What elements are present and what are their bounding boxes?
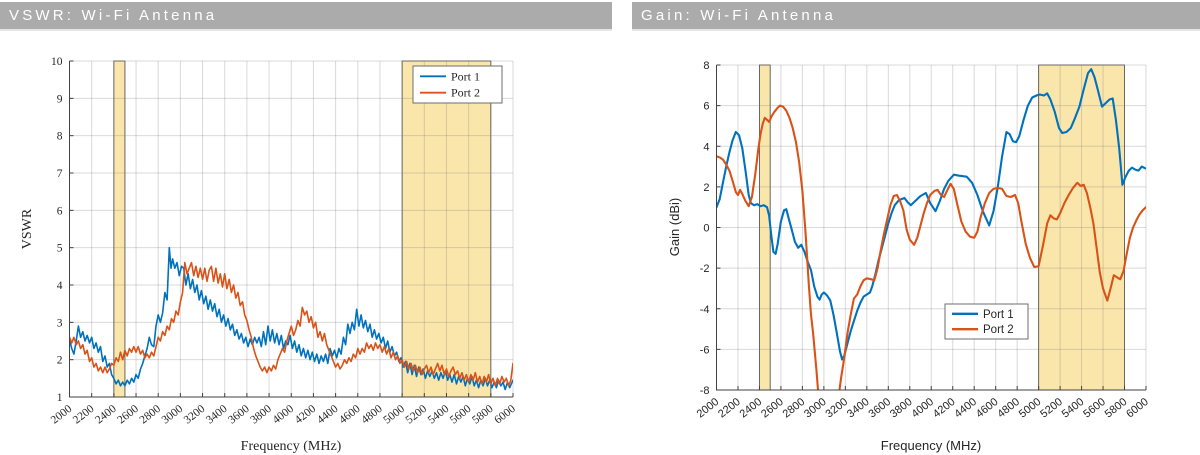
x-tick-label: 5200 — [404, 403, 430, 427]
port1-line — [716, 68, 1146, 361]
y-tick-label: 6 — [57, 205, 63, 217]
y-tick-label: 2 — [57, 355, 63, 367]
x-tick-label: 3400 — [204, 403, 230, 427]
x-axis-label: Frequency (MHz) — [241, 439, 342, 454]
x-tick-label: 4800 — [995, 396, 1022, 421]
x-tick-label: 5200 — [1038, 396, 1065, 421]
y-tick-label: 0 — [703, 223, 709, 235]
y-axis-label: VSWR — [20, 208, 35, 249]
x-tick-label: 2200 — [71, 403, 97, 427]
series-group — [69, 246, 513, 391]
legend-label: Port 1 — [983, 309, 1014, 321]
tick-marks — [716, 64, 1147, 391]
x-tick-label: 5400 — [1060, 396, 1087, 421]
x-tick-label: 6000 — [1124, 396, 1151, 421]
x-tick-label: 2000 — [49, 403, 75, 427]
x-tick-label: 4000 — [909, 396, 936, 421]
x-tick-label: 3000 — [802, 396, 829, 421]
legend-box — [944, 303, 1029, 340]
x-tick-label: 3800 — [248, 403, 274, 427]
y-tick-label: 9 — [57, 93, 63, 105]
gain-title: Gain: Wi-Fi Antenna — [641, 7, 837, 24]
y-tick-label: -4 — [700, 304, 710, 316]
gain-chart: 2000220024002600280030003200340036003800… — [667, 60, 1151, 453]
vswr-title-bar: VSWR: Wi-Fi Antenna — [0, 2, 612, 29]
x-tick-label: 4400 — [315, 403, 341, 427]
legend-label: Port 2 — [983, 324, 1014, 336]
series-group — [716, 68, 1146, 390]
y-tick-label: 7 — [57, 168, 63, 180]
y-tick-label: 8 — [57, 131, 63, 143]
x-tick-label: 4000 — [271, 403, 297, 427]
y-tick-label: -2 — [700, 263, 710, 275]
y-tick-label: 5 — [57, 243, 63, 255]
vswr-chart: 2000220024002600280030003200340036003800… — [20, 56, 518, 454]
x-tick-label: 3800 — [888, 396, 915, 421]
x-tick-label: 5400 — [426, 403, 452, 427]
port1-line — [69, 246, 513, 391]
x-tick-label: 5800 — [470, 403, 496, 427]
x-tick-label: 3600 — [866, 396, 893, 421]
port2-line — [69, 261, 513, 387]
x-tick-label: 2600 — [115, 403, 141, 427]
tick-marks — [69, 60, 514, 398]
gain-title-bar: Gain: Wi-Fi Antenna — [632, 2, 1200, 29]
x-axis-label: Frequency (MHz) — [881, 438, 981, 453]
legend-label: Port 1 — [451, 69, 480, 83]
x-tick-label: 2200 — [716, 396, 743, 421]
y-tick-label: 8 — [703, 60, 709, 72]
wifi-band-region — [113, 60, 126, 398]
y-tick-label: 4 — [57, 280, 63, 292]
x-tick-label: 2400 — [738, 396, 765, 421]
y-tick-label: 1 — [57, 392, 63, 404]
port2-line — [716, 104, 1146, 390]
x-tick-label: 5600 — [1081, 396, 1108, 421]
x-tick-label: 3200 — [182, 403, 208, 427]
y-tick-label: -6 — [700, 344, 710, 356]
x-tick-label: 3400 — [845, 396, 872, 421]
x-tick-label: 5800 — [1103, 396, 1130, 421]
x-tick-label: 4600 — [337, 403, 363, 427]
y-tick-label: -8 — [700, 385, 710, 397]
y-tick-label: 6 — [703, 101, 709, 113]
x-tick-label: 2600 — [759, 396, 786, 421]
x-tick-label: 4800 — [359, 403, 385, 427]
y-tick-label: 10 — [51, 56, 63, 68]
x-tick-label: 4400 — [952, 396, 979, 421]
x-tick-label: 5600 — [448, 403, 474, 427]
y-tick-label: 3 — [57, 317, 63, 329]
x-tick-label: 4200 — [293, 403, 319, 427]
grid — [69, 60, 514, 398]
legend: Port 1 Port 2 — [412, 65, 503, 104]
x-tick-label: 4600 — [974, 396, 1001, 421]
y-axis-label: Gain (dBi) — [667, 198, 682, 257]
x-tick-label: 2400 — [93, 403, 119, 427]
x-tick-label: 6000 — [492, 403, 518, 427]
y-tick-label: 2 — [703, 182, 709, 194]
x-tick-label: 3600 — [226, 403, 252, 427]
wifi-band-region — [401, 60, 492, 398]
legend: Port 1 Port 2 — [944, 303, 1029, 340]
x-tick-label: 5000 — [1017, 396, 1044, 421]
x-tick-label: 2800 — [138, 403, 164, 427]
y-tick-label: 4 — [703, 141, 709, 153]
x-tick-label: 3000 — [160, 403, 186, 427]
x-tick-label: 3200 — [824, 396, 851, 421]
legend-label: Port 2 — [451, 86, 480, 100]
legend-box — [412, 65, 503, 104]
x-tick-label: 2000 — [695, 396, 722, 421]
vswr-title: VSWR: Wi-Fi Antenna — [9, 7, 218, 24]
x-tick-label: 4200 — [931, 396, 958, 421]
x-tick-label: 2800 — [781, 396, 808, 421]
x-tick-label: 5000 — [381, 403, 407, 427]
